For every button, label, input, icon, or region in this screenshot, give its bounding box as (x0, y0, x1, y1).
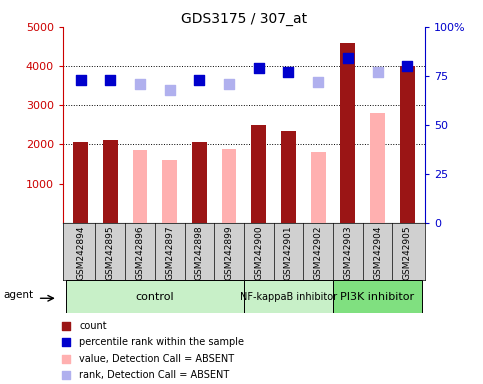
Bar (103, 141, 118, 223)
Text: GSM242897: GSM242897 (165, 226, 174, 280)
Point (136, 81, 144, 87)
Text: GSM242905: GSM242905 (403, 226, 412, 280)
Point (63, 372, 71, 379)
Point (255, 65, 263, 71)
Point (166, 86, 173, 93)
Text: GSM242901: GSM242901 (284, 226, 293, 280)
Point (225, 81, 233, 87)
Point (374, 69, 382, 75)
Bar (370, 113, 385, 223)
Point (77, 77, 85, 83)
Bar (73, 142, 88, 223)
Text: GSM242903: GSM242903 (343, 226, 352, 280)
Bar (222, 149, 237, 223)
Bar (66, 280, 244, 313)
Bar (251, 125, 266, 223)
Text: NF-kappaB inhibitor: NF-kappaB inhibitor (240, 291, 337, 302)
Bar (400, 66, 414, 223)
Point (63, 323, 71, 329)
Point (196, 77, 203, 83)
Bar (244, 280, 333, 313)
Text: GSM242902: GSM242902 (313, 226, 323, 280)
Text: GSM242899: GSM242899 (225, 226, 234, 280)
Bar (162, 160, 177, 223)
Point (403, 63, 411, 69)
Text: percentile rank within the sample: percentile rank within the sample (79, 337, 244, 347)
Text: GSM242898: GSM242898 (195, 226, 204, 280)
Point (63, 356, 71, 362)
Point (284, 69, 292, 75)
Text: GSM242904: GSM242904 (373, 226, 382, 280)
Bar (333, 280, 422, 313)
Text: GSM242895: GSM242895 (106, 226, 115, 280)
Bar (341, 43, 355, 223)
Bar (281, 131, 296, 223)
Bar (311, 152, 326, 223)
Text: count: count (79, 321, 107, 331)
Text: PI3K inhibitor: PI3K inhibitor (341, 291, 414, 302)
Bar (192, 142, 207, 223)
Point (106, 77, 114, 83)
Point (63, 339, 71, 345)
Text: control: control (136, 291, 174, 302)
Text: GSM242896: GSM242896 (136, 226, 144, 280)
Text: rank, Detection Call = ABSENT: rank, Detection Call = ABSENT (79, 371, 229, 381)
Text: GSM242894: GSM242894 (76, 226, 85, 280)
Point (344, 55, 352, 61)
Text: agent: agent (3, 290, 33, 300)
Title: GDS3175 / 307_at: GDS3175 / 307_at (181, 12, 307, 26)
Text: value, Detection Call = ABSENT: value, Detection Call = ABSENT (79, 354, 234, 364)
Point (314, 79, 322, 85)
Text: GSM242900: GSM242900 (254, 226, 263, 280)
Bar (132, 150, 147, 223)
